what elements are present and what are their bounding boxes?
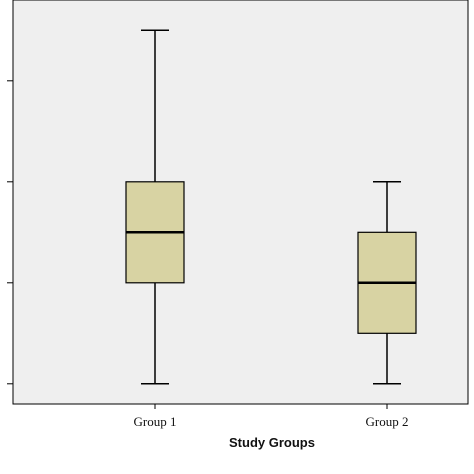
box-group-2	[357, 181, 417, 385]
box-group-1	[125, 29, 185, 385]
x-axis-ticks: Group 1 Group 2	[134, 404, 409, 429]
x-tick-label: Group 1	[134, 414, 177, 429]
x-axis-title: Study Groups	[229, 435, 315, 450]
plot-area	[12, 0, 469, 405]
y-axis-ticks	[7, 80, 13, 385]
box-series	[125, 29, 417, 385]
x-tick-label: Group 2	[366, 414, 409, 429]
